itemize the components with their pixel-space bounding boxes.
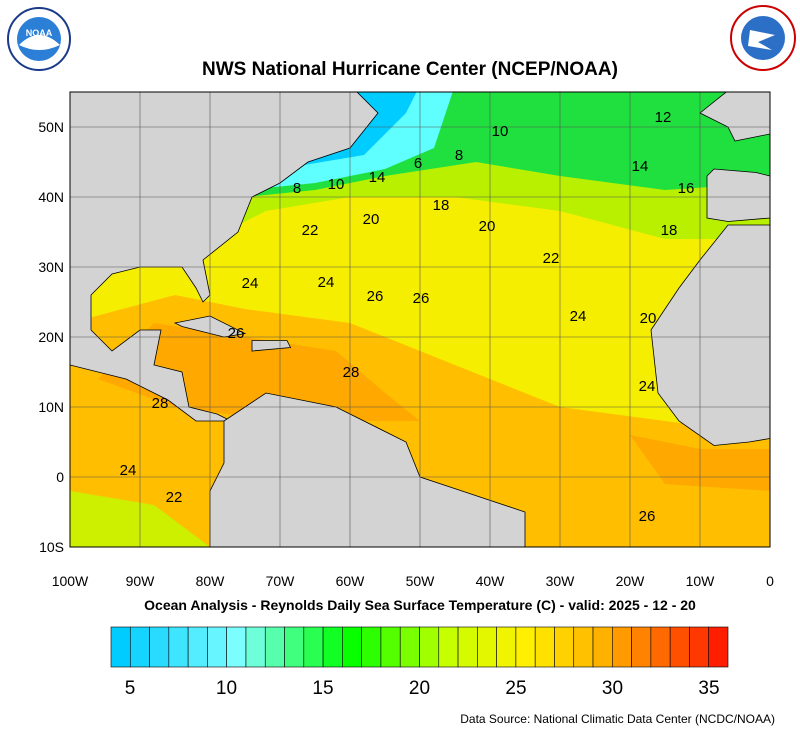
colorbar-box [380, 626, 401, 668]
contour-label: 20 [640, 310, 657, 327]
map-frame [69, 91, 771, 548]
contour-label: 22 [166, 489, 183, 506]
contour-label: 10 [492, 123, 509, 140]
title: NWS National Hurricane Center (NCEP/NOAA… [202, 59, 618, 80]
colorbar-label: 25 [505, 678, 526, 699]
lat-label: 30N [38, 259, 64, 275]
lon-label: 100W [52, 573, 89, 589]
colorbar-box [496, 626, 517, 668]
land [706, 168, 770, 222]
colorbar-box [534, 626, 555, 668]
contour-label: 18 [433, 197, 450, 214]
contour-label: 12 [655, 109, 672, 126]
lon-label: 50W [406, 573, 436, 589]
lat-label: 10S [39, 539, 64, 555]
colorbar-box [399, 626, 420, 668]
lat-label: 10N [38, 399, 64, 415]
contour-label: 24 [242, 275, 259, 292]
svg-text:NOAA: NOAA [26, 28, 53, 38]
contour-label: 26 [228, 325, 245, 342]
noaa-logo: NOAA [7, 7, 71, 71]
contour-label: 22 [543, 250, 560, 267]
colorbar-box [708, 626, 729, 668]
land [251, 340, 292, 352]
colorbar-box [264, 626, 285, 668]
lat-label: 40N [38, 189, 64, 205]
contour-label: 8 [455, 147, 463, 164]
colorbar-label: 20 [409, 678, 430, 699]
contour-label: 28 [343, 364, 360, 381]
contour-label: 22 [302, 222, 319, 239]
colorbar-box [149, 626, 170, 668]
colorbar-box [226, 626, 247, 668]
lon-label: 0 [766, 573, 774, 589]
lon-label: 20W [616, 573, 646, 589]
contour-label: 26 [413, 290, 430, 307]
colorbar-box [110, 626, 131, 668]
colorbar-box [689, 626, 710, 668]
colorbar-box [129, 626, 150, 668]
colorbar-box [515, 626, 536, 668]
contour-label: 6 [414, 155, 422, 172]
colorbar-box [207, 626, 227, 668]
colorbar-box [477, 626, 497, 668]
colorbar-box [342, 626, 362, 668]
source: Data Source: National Climatic Data Cent… [460, 712, 775, 726]
contour-label: 28 [152, 395, 169, 412]
lon-label: 60W [336, 573, 366, 589]
contour-label: 26 [367, 288, 384, 305]
lon-label: 30W [546, 573, 576, 589]
contour-label: 14 [632, 158, 649, 175]
caption: Ocean Analysis - Reynolds Daily Sea Surf… [144, 597, 696, 613]
colorbar-box [168, 626, 189, 668]
land [209, 392, 526, 547]
colorbar-box [669, 626, 690, 668]
contour-label: 10 [328, 176, 345, 193]
contour-label: 20 [363, 211, 380, 228]
colorbar-label: 10 [216, 678, 237, 699]
contour-label: 16 [678, 180, 695, 197]
colorbar-box [419, 626, 440, 668]
colorbar-box [554, 626, 575, 668]
contour-label: 20 [479, 218, 496, 235]
colorbar-box [187, 626, 208, 668]
contour-label: 18 [661, 222, 678, 239]
lon-label: 90W [126, 573, 156, 589]
contour-label: 14 [369, 169, 386, 186]
colorbar-box [438, 626, 459, 668]
colorbar-box [592, 626, 613, 668]
contour-label: 24 [639, 378, 656, 395]
contour-label: 24 [318, 274, 335, 291]
colorbar-label: 30 [602, 678, 623, 699]
colorbar-box [457, 626, 478, 668]
colorbar-box [361, 626, 382, 668]
colorbar-label: 5 [125, 678, 136, 699]
colorbar-box [284, 626, 305, 668]
contour-label: 24 [570, 308, 587, 325]
colorbar-box [573, 626, 594, 668]
lat-label: 0 [56, 469, 64, 485]
contour-label: 8 [293, 180, 301, 197]
colorbar-box [650, 626, 671, 668]
lat-label: 50N [38, 119, 64, 135]
colorbar-box [612, 626, 632, 668]
lon-label: 70W [266, 573, 296, 589]
map: 10 12 8 6 14 10 8 14 16 18 20 22 20 18 22 24 24 26 26 24 20 2… [70, 92, 770, 547]
lat-label: 20N [38, 329, 64, 345]
colorbar-box [322, 626, 343, 668]
colorbar-box [303, 626, 324, 668]
lon-label: 40W [476, 573, 506, 589]
lon-label: 80W [196, 573, 226, 589]
colorbar-label: 15 [312, 678, 333, 699]
land [650, 224, 770, 446]
colorbar-box [631, 626, 652, 668]
contour-label: 26 [639, 508, 656, 525]
contour-label: 24 [120, 462, 137, 479]
colorbar-label: 35 [698, 678, 719, 699]
colorbar-box [245, 626, 266, 668]
lon-label: 10W [686, 573, 716, 589]
nws-logo [730, 5, 796, 71]
